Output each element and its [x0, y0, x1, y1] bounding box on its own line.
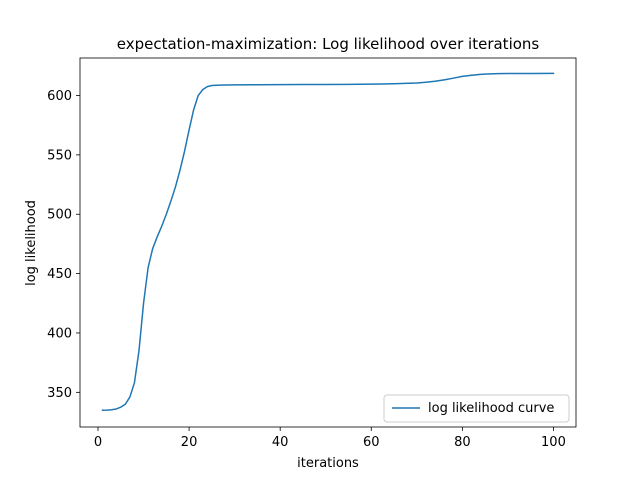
legend-series-label: log likelihood curve	[428, 401, 554, 416]
y-tick-label: 350	[47, 386, 72, 401]
axes-frame	[79, 57, 577, 428]
legend: log likelihood curve	[383, 394, 570, 423]
x-tick-label: 40	[272, 435, 289, 450]
x-tick-label: 60	[363, 435, 380, 450]
y-tick-label: 500	[47, 208, 72, 223]
x-axis-ticks: 0 20 40 60 80 100	[94, 427, 566, 450]
y-tick-label: 600	[47, 89, 72, 104]
y-tick-label: 550	[47, 148, 72, 163]
y-axis-label: log likelihood	[24, 200, 39, 286]
plot-area	[79, 57, 577, 428]
x-tick-label: 80	[454, 435, 471, 450]
x-tick-label: 100	[541, 435, 566, 450]
x-tick-label: 0	[94, 435, 102, 450]
y-axis-ticks: 350 400 450 500 550 600	[47, 89, 80, 401]
x-axis-label: iterations	[297, 456, 359, 471]
series-line-0	[101, 72, 555, 412]
y-tick-label: 400	[47, 326, 72, 341]
chart-title: expectation-maximization: Log likelihood…	[117, 35, 540, 53]
x-tick-label: 20	[181, 435, 198, 450]
y-tick-label: 450	[47, 267, 72, 282]
legend-box	[383, 394, 570, 423]
